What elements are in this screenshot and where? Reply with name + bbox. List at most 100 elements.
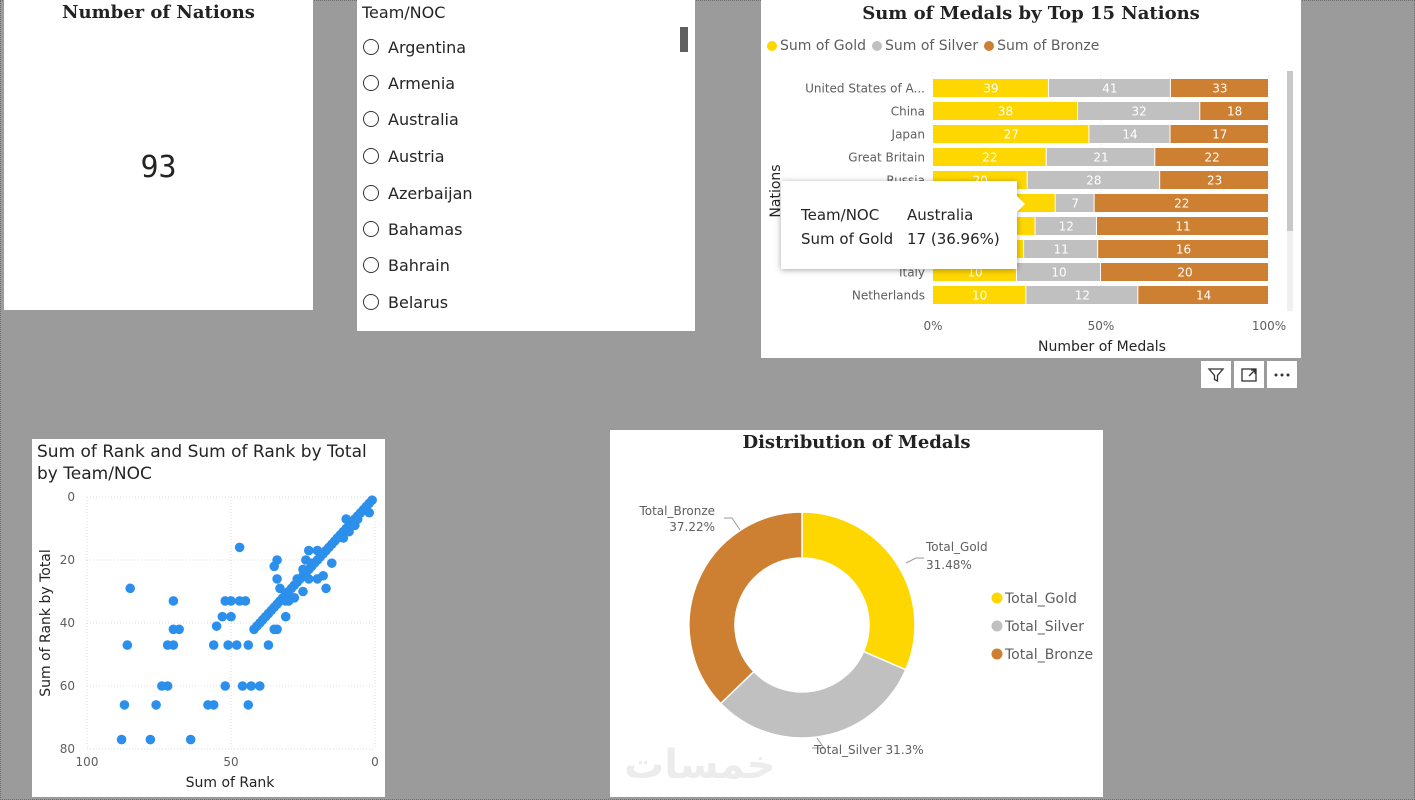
bar-scrollbar-thumb[interactable] (1287, 71, 1293, 231)
radio-icon[interactable] (363, 257, 379, 273)
donut-slice-silver (719, 650, 907, 739)
slicer-item-azerbaijan[interactable]: Azerbaijan (363, 178, 473, 208)
slicer-item-bahrain[interactable]: Bahrain (363, 250, 450, 280)
radio-icon[interactable] (363, 75, 379, 91)
slicer-item-bahamas[interactable]: Bahamas (363, 214, 462, 244)
slicer-item-argentina[interactable]: Argentina (363, 32, 466, 62)
bar-category-label: Japan (891, 128, 925, 142)
scatter-y-axis-label: Sum of Rank by Total (38, 549, 54, 697)
scatter-point (226, 611, 236, 622)
scatter-point (341, 514, 352, 524)
slicer-item-austria[interactable]: Austria (363, 141, 445, 171)
focus-mode-button[interactable] (1234, 361, 1264, 388)
slicer-item-label: Bahamas (388, 219, 463, 239)
bar-chart-card[interactable]: Sum of Medals by Top 15 Nations Sum of G… (761, 0, 1301, 358)
bar-segment-silver (1017, 263, 1100, 281)
team-noc-slicer[interactable]: Team/NOC Argentina Armenia Australia Aus… (357, 0, 695, 331)
bar-data-label: 41 (1102, 82, 1117, 96)
bar-data-label: 21 (1093, 151, 1108, 165)
filter-icon (1207, 367, 1225, 382)
legend-item-gold[interactable]: Sum of Gold (767, 38, 866, 54)
bar-data-label: 14 (1122, 128, 1137, 142)
bar-segment-gold (933, 286, 1026, 304)
bar-data-label: 18 (1227, 105, 1242, 119)
bar-segment-bronze (1096, 217, 1268, 235)
donut-legend-dot-icon (991, 620, 1003, 632)
bar-segment-bronze (1170, 79, 1268, 97)
filter-button[interactable] (1201, 361, 1231, 388)
radio-icon[interactable] (363, 111, 379, 127)
scatter-point (231, 640, 242, 650)
legend-label: Sum of Silver (884, 38, 979, 54)
scatter-y-tick-label: 40 (60, 616, 75, 630)
scatter-point (280, 596, 291, 606)
slicer-item-label: Azerbaijan (388, 183, 473, 203)
kpi-value: 93 (140, 150, 177, 185)
slicer-title: Team/NOC (362, 3, 446, 22)
bar-category-label: China (891, 105, 925, 119)
slicer-item-armenia[interactable]: Armenia (363, 68, 455, 98)
bar-chart-plot[interactable]: Nations Number of Medals 0% 50% 100% 39 41 33… (761, 0, 1301, 358)
scatter-point (344, 526, 354, 537)
scatter-point (234, 542, 245, 553)
bar-data-label: 11 (1053, 243, 1068, 257)
bar-data-label: 39 (983, 82, 998, 96)
radio-icon[interactable] (363, 294, 379, 310)
scatter-point (255, 681, 265, 691)
scatter-point (211, 621, 222, 631)
scatter-point (234, 596, 245, 606)
bar-data-label: 28 (1086, 174, 1101, 188)
scatter-point (162, 640, 173, 650)
scatter-point (352, 514, 363, 524)
bar-data-label: 10 (1051, 266, 1066, 280)
donut-label-gold: Total_Gold (925, 540, 988, 554)
scatter-point (208, 640, 219, 650)
scatter-point (263, 640, 274, 650)
scatter-point (318, 570, 328, 581)
radio-icon[interactable] (363, 148, 379, 164)
bar-data-label: 33 (1212, 82, 1227, 96)
donut-leader-line (724, 517, 741, 531)
scatter-point (321, 583, 331, 594)
bar-data-label: 16 (1176, 243, 1191, 257)
legend-label: Sum of Bronze (997, 38, 1100, 54)
scatter-point (220, 596, 231, 606)
donut-chart-card[interactable]: Distribution of Medals خمسات Total_Gold 3… (610, 430, 1103, 797)
slicer-item-australia[interactable]: Australia (363, 104, 459, 134)
card-number-of-nations[interactable]: Number of Nations 93 (4, 0, 313, 310)
bar-data-label: 32 (1132, 105, 1147, 119)
bar-segment-gold (933, 79, 1048, 97)
legend-item-silver[interactable]: Sum of Silver (871, 38, 979, 54)
bronze-dot-icon (984, 41, 995, 51)
more-options-button[interactable] (1267, 361, 1297, 388)
bar-segment-silver (1026, 286, 1138, 304)
scatter-plot[interactable]: 100 50 0 0 20 40 60 80 Sum of Rank Sum of Rank by… (32, 439, 385, 797)
slicer-item-belarus[interactable]: Belarus (363, 287, 448, 317)
kpi-title: Number of Nations (62, 2, 255, 23)
radio-icon[interactable] (363, 185, 379, 201)
visual-header-buttons (1201, 361, 1300, 388)
bar-chart-title: Sum of Medals by Top 15 Nations (862, 3, 1200, 24)
scatter-point (298, 564, 308, 575)
radio-icon[interactable] (363, 221, 379, 237)
scatter-chart-card[interactable]: Sum of Rank and Sum of Rank by Total by … (32, 439, 385, 797)
bar-data-label: 22 (1174, 197, 1189, 211)
legend-item-bronze[interactable]: Sum of Bronze (984, 38, 1099, 54)
bar-segment-silver (1024, 240, 1098, 258)
slicer-scrollbar[interactable] (680, 27, 688, 52)
bar-data-label: 11 (1175, 220, 1190, 234)
donut-plot[interactable]: Total_Gold 31.48% Total_Silver 31.3% Total_… (610, 430, 1103, 797)
scatter-point (122, 640, 133, 650)
donut-legend-dot-icon (991, 648, 1003, 660)
bar-segment-bronze (1170, 125, 1268, 143)
bar-category-label: Netherlands (852, 289, 925, 303)
scatter-point (125, 583, 135, 594)
radio-icon[interactable] (363, 39, 379, 55)
bar-data-label: 22 (1204, 151, 1219, 165)
scatter-point (303, 545, 314, 556)
bar-x-tick-label: 50% (1088, 319, 1115, 333)
donut-label-bronze: Total_Bronze (638, 504, 715, 518)
scatter-point (243, 700, 254, 710)
scatter-point (249, 624, 259, 635)
bar-chart-tooltip: Team/NOC Australia Sum of Gold 17 (36.96… (781, 181, 1025, 269)
